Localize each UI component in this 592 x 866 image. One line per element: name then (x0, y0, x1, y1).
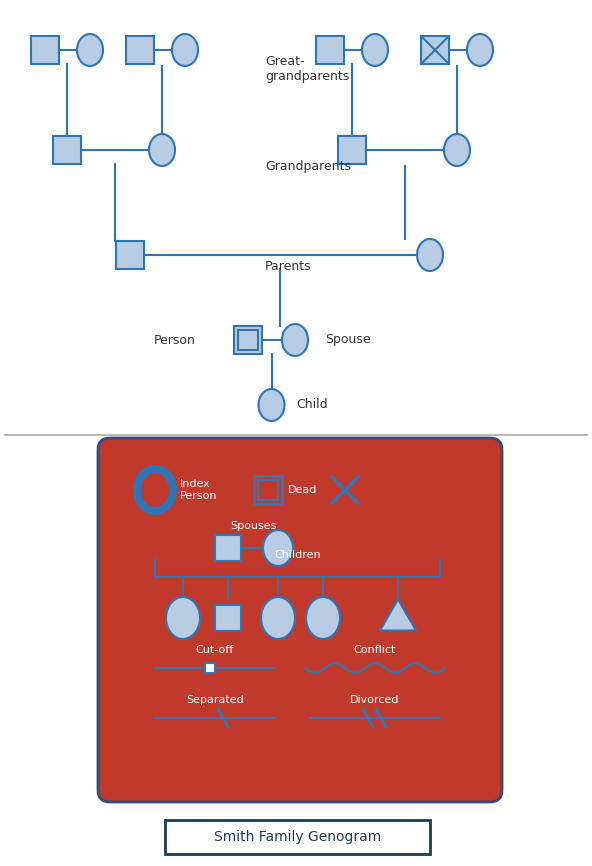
Bar (31, 36, 59, 64)
Ellipse shape (282, 324, 308, 356)
Ellipse shape (261, 597, 295, 639)
FancyBboxPatch shape (98, 438, 502, 802)
Text: Divorced: Divorced (350, 695, 400, 705)
Text: Index
Person: Index Person (180, 479, 217, 501)
Text: Children: Children (275, 550, 321, 560)
Ellipse shape (417, 239, 443, 271)
Bar (53, 136, 81, 164)
Bar (215, 535, 241, 561)
Bar (116, 241, 144, 269)
Ellipse shape (149, 134, 175, 166)
Ellipse shape (172, 34, 198, 66)
Bar (234, 326, 262, 354)
Bar (215, 605, 241, 631)
Text: Smith Family Genogram: Smith Family Genogram (214, 830, 381, 844)
Bar (316, 36, 344, 64)
Text: Spouses: Spouses (230, 521, 276, 531)
Bar (254, 476, 282, 504)
Ellipse shape (306, 597, 340, 639)
Ellipse shape (444, 134, 470, 166)
Ellipse shape (166, 597, 200, 639)
Bar (205, 663, 215, 673)
Text: Separated: Separated (186, 695, 244, 705)
Bar (238, 330, 258, 350)
Polygon shape (380, 599, 416, 630)
Ellipse shape (467, 34, 493, 66)
Ellipse shape (77, 34, 103, 66)
Bar (126, 36, 154, 64)
Text: Person: Person (154, 333, 196, 346)
Text: Cut-off: Cut-off (196, 645, 234, 655)
Text: Grandparents: Grandparents (265, 160, 351, 173)
Text: Child: Child (297, 398, 328, 411)
Text: Dead: Dead (288, 485, 317, 495)
Ellipse shape (263, 530, 293, 566)
Text: Great-
grandparents: Great- grandparents (265, 55, 349, 83)
Ellipse shape (259, 389, 285, 421)
Text: Spouse: Spouse (325, 333, 371, 346)
Text: Parents: Parents (265, 260, 311, 273)
Bar (165, 820, 430, 854)
Ellipse shape (362, 34, 388, 66)
Bar (258, 480, 278, 500)
Bar (421, 36, 449, 64)
Text: Conflict: Conflict (354, 645, 396, 655)
Bar (338, 136, 366, 164)
